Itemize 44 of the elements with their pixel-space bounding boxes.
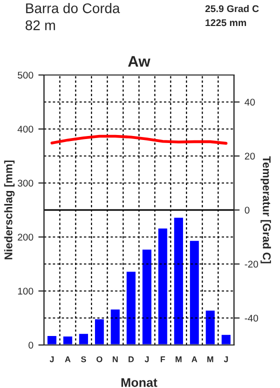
bar: [204, 309, 216, 345]
y2-tick-label: 0: [244, 206, 250, 214]
y-axis-title: Niederschlag [mm]: [4, 160, 15, 260]
x-tick-label: A: [64, 356, 71, 362]
y2-tick-label: -20: [244, 260, 258, 268]
x-tick-label: M: [207, 356, 214, 362]
bar: [46, 334, 58, 345]
x-tick-label: D: [128, 356, 134, 362]
x-axis-title: Monat: [121, 378, 158, 387]
bar: [62, 335, 74, 345]
y-tick-label: 100: [18, 288, 34, 295]
x-tick-label: S: [81, 356, 86, 362]
text: 25.9 Grad C: [205, 5, 259, 12]
y2-tick-label: 20: [244, 152, 255, 160]
x-tick-label: F: [160, 356, 165, 362]
bar: [172, 216, 184, 345]
y-tick-label: 300: [18, 180, 34, 187]
x-tick-label: J: [144, 356, 149, 362]
text: 82 m: [26, 20, 55, 30]
bar: [220, 334, 232, 345]
y2-axis-title: Temperatur [Grad C]: [260, 156, 271, 264]
y-tick-label: 500: [18, 72, 34, 79]
x-tick-label: J: [50, 356, 54, 362]
bar: [141, 248, 153, 345]
bar: [78, 332, 90, 345]
x-tick-label: N: [112, 356, 118, 362]
y-tick-label: 200: [18, 234, 34, 241]
x-tick-label: A: [192, 356, 198, 362]
y-tick-label: 400: [18, 126, 34, 133]
bar: [109, 308, 122, 345]
text: 1225 mm: [206, 19, 246, 26]
x-tick-label: O: [96, 356, 102, 362]
y2-tick-label: 40: [244, 98, 255, 106]
x-tick-label: M: [176, 356, 182, 362]
y2-tick-label: -40: [244, 314, 258, 322]
x-tick-label: J: [224, 356, 228, 362]
bar: [94, 318, 106, 345]
bar: [156, 227, 169, 345]
chart-title: Aw: [128, 56, 150, 67]
bar: [188, 240, 200, 345]
y-tick-label: 0: [28, 342, 34, 349]
line-series: [50, 134, 228, 145]
text: Barra do Corda: [26, 3, 120, 14]
bar: [125, 270, 137, 345]
